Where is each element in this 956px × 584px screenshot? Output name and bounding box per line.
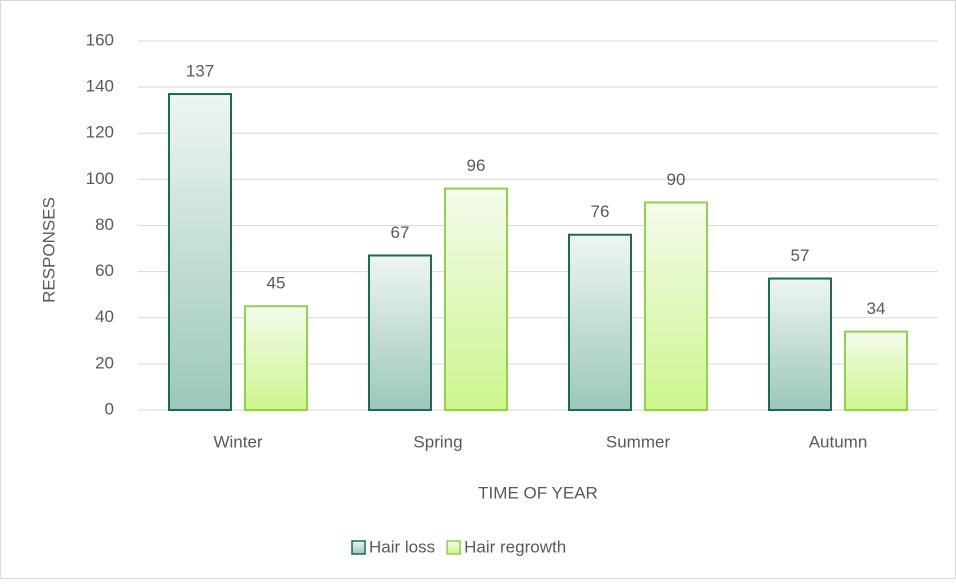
- y-tick-label: 160: [86, 30, 114, 49]
- data-label: 76: [591, 202, 610, 221]
- legend-label: Hair regrowth: [464, 537, 566, 556]
- bar: [844, 330, 908, 411]
- data-label: 67: [391, 223, 410, 242]
- x-tick-label: Spring: [413, 432, 462, 451]
- bar: [644, 201, 708, 411]
- bar: [168, 93, 232, 411]
- data-label: 96: [467, 156, 486, 175]
- y-tick-label: 120: [86, 123, 114, 142]
- bar: [444, 187, 508, 411]
- bar: [368, 254, 432, 411]
- data-label: 45: [267, 274, 286, 293]
- data-label: 137: [186, 62, 214, 81]
- y-tick-label: 20: [95, 353, 114, 372]
- y-tick-label: 80: [95, 215, 114, 234]
- data-label: 57: [791, 246, 810, 265]
- x-tick-label: Summer: [606, 432, 671, 451]
- x-tick-label: Winter: [213, 432, 262, 451]
- y-tick-label: 100: [86, 169, 114, 188]
- legend-label: Hair loss: [369, 537, 435, 556]
- bar: [244, 305, 308, 411]
- x-axis-label: TIME OF YEAR: [478, 483, 598, 502]
- bar: [768, 277, 832, 412]
- legend-swatch: [351, 540, 366, 555]
- y-axis-label: RESPONSES: [39, 197, 58, 303]
- y-tick-label: 140: [86, 77, 114, 96]
- x-tick-label: Autumn: [809, 432, 868, 451]
- y-tick-label: 40: [95, 307, 114, 326]
- bar: [568, 233, 632, 411]
- data-label: 90: [667, 170, 686, 189]
- y-tick-label: 60: [95, 261, 114, 280]
- legend-swatch: [446, 540, 461, 555]
- y-tick-label: 0: [105, 399, 114, 418]
- data-label: 34: [867, 299, 886, 318]
